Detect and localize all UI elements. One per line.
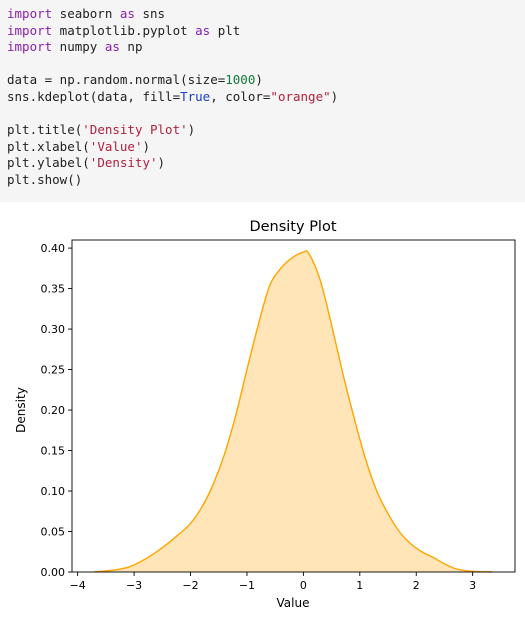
y-tick-label: 0.10	[41, 485, 66, 498]
x-tick-label: −1	[239, 579, 255, 592]
code-line: import seaborn as sns	[7, 6, 525, 23]
code-token: )	[255, 72, 263, 88]
y-tick-label: 0.20	[41, 404, 66, 417]
x-tick-label: −2	[182, 579, 198, 592]
chart-title: Density Plot	[249, 219, 336, 235]
code-token: as	[104, 39, 120, 55]
density-chart: Density Plot −4 −3 −2 −1 0 1 2 3 0.00 0.05 0.10 0.1…	[14, 219, 516, 610]
code-token: matplotlib.pyplot	[52, 22, 196, 38]
x-tick-label: 2	[413, 579, 420, 592]
code-token: )	[187, 122, 196, 138]
y-tick-label: 0.40	[41, 242, 66, 255]
y-tick-label: 0.25	[41, 364, 66, 377]
code-token: numpy	[52, 39, 105, 55]
code-token: seaborn	[52, 6, 120, 21]
code-cell[interactable]: import seaborn as sns import matplotlib.p…	[0, 0, 525, 202]
x-tick-label: 1	[356, 579, 363, 592]
code-token: plt.ylabel(	[7, 155, 90, 171]
code-token: import	[7, 39, 53, 55]
x-tick-label: 0	[300, 579, 307, 592]
code-line	[7, 56, 525, 73]
x-tick-label: −4	[70, 579, 86, 592]
code-token: np	[119, 39, 143, 55]
code-token: 'Density Plot'	[82, 122, 188, 138]
code-line	[7, 106, 525, 123]
x-tick-label: −3	[126, 579, 142, 592]
code-token: plt.show()	[7, 171, 83, 187]
code-token: as	[119, 6, 135, 21]
y-tick-label: 0.30	[41, 323, 66, 336]
code-token: as	[195, 22, 211, 38]
code-token: )	[157, 155, 166, 171]
code-token: , color=	[210, 88, 271, 104]
code-token: import	[7, 22, 53, 38]
density-line	[94, 250, 493, 573]
code-token: )	[330, 88, 339, 104]
y-tick-label: 0.05	[41, 526, 66, 539]
density-fill	[94, 250, 493, 572]
code-token: sns	[134, 6, 166, 21]
code-token: 1000	[225, 72, 256, 88]
code-token: True	[180, 88, 211, 104]
code-line: import matplotlib.pyplot as plt	[7, 23, 525, 40]
axes-frame	[71, 239, 516, 573]
code-line: plt.xlabel('Value')	[7, 139, 525, 156]
code-token: 'Density'	[89, 155, 158, 171]
code-token: plt.title(	[7, 122, 83, 138]
code-line: data = np.random.normal(size=1000)	[7, 72, 525, 89]
code-token: "orange"	[270, 88, 331, 104]
code-token: data = np.random.normal(size=	[7, 72, 226, 88]
y-tick-label: 0.35	[41, 283, 66, 296]
y-axis-label: Density	[14, 387, 28, 433]
code-token: import	[7, 6, 53, 21]
code-line: import numpy as np	[7, 39, 525, 56]
y-tick-label: 0.00	[41, 566, 66, 579]
x-axis-label: Value	[277, 596, 310, 610]
plot-area	[94, 250, 493, 573]
x-tick-label: 3	[469, 579, 476, 592]
code-token: )	[142, 138, 151, 154]
code-token: plt.xlabel(	[7, 138, 90, 154]
axes: −4 −3 −2 −1 0 1 2 3 0.00 0.05 0.10 0.15 0.20 0.25 0.30…	[41, 239, 516, 592]
y-tick-label: 0.15	[41, 445, 66, 458]
code-editor[interactable]: import seaborn as sns import matplotlib.p…	[7, 6, 525, 189]
code-line: plt.title('Density Plot')	[7, 122, 525, 139]
code-token: 'Value'	[89, 138, 143, 154]
code-line: sns.kdeplot(data, fill=True, color="oran…	[7, 89, 525, 106]
output-area: Density Plot −4 −3 −2 −1 0 1 2 3 0.00 0.05 0.10 0.1…	[0, 204, 525, 615]
code-token: plt	[210, 22, 241, 38]
code-token: sns.kdeplot(data, fill=	[7, 88, 181, 104]
code-line: plt.ylabel('Density')	[7, 155, 525, 172]
code-line: plt.show()	[7, 172, 525, 189]
